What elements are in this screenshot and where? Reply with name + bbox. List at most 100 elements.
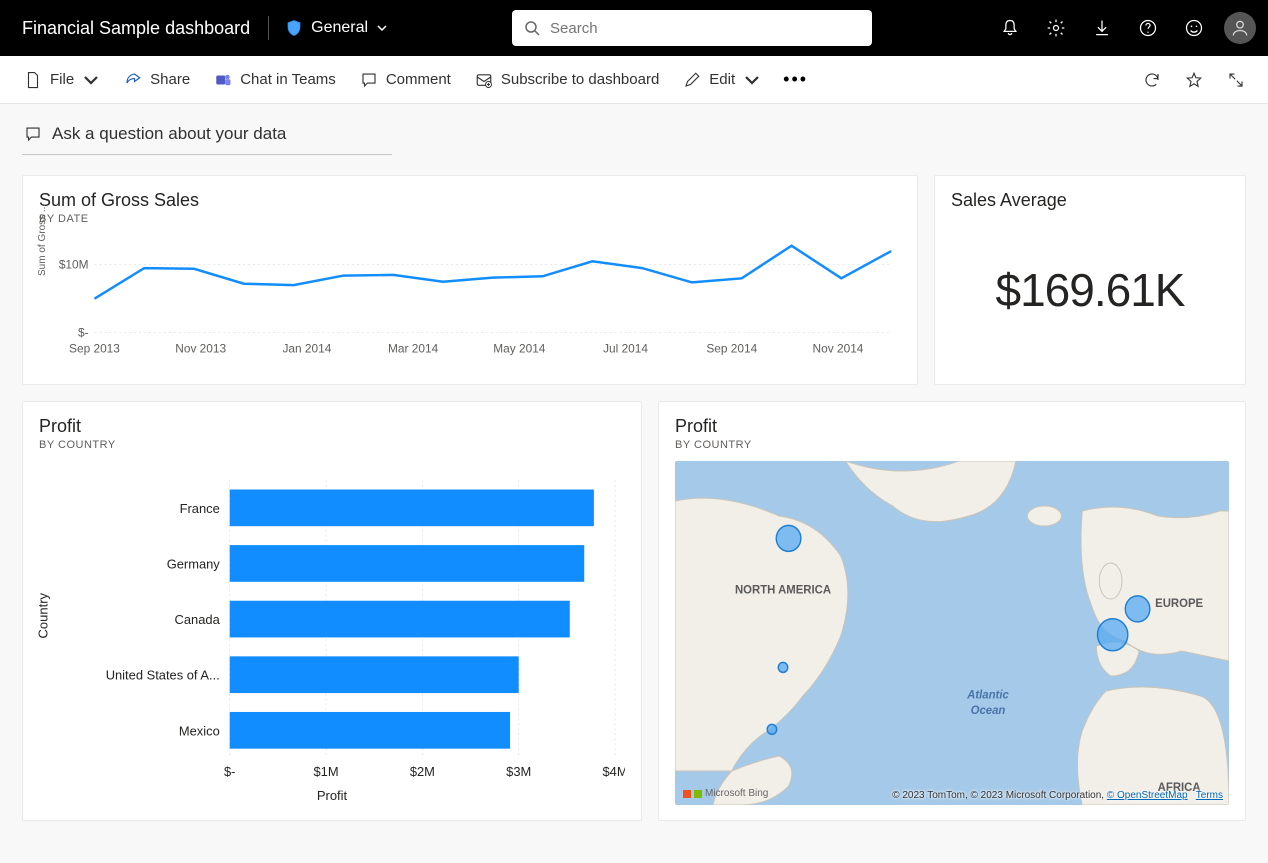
app-header: Financial Sample dashboard General: [0, 0, 1268, 56]
svg-text:$2M: $2M: [410, 764, 435, 779]
x-axis-label: Profit: [317, 788, 347, 803]
svg-text:Jul 2014: Jul 2014: [603, 341, 648, 355]
kpi-value: $169.61K: [951, 263, 1229, 317]
header-divider: [268, 16, 269, 40]
osm-link[interactable]: © OpenStreetMap: [1107, 790, 1188, 801]
file-label: File: [50, 71, 74, 88]
account-button[interactable]: [1224, 12, 1256, 44]
gear-icon: [1046, 18, 1066, 38]
share-button[interactable]: Share: [114, 65, 200, 95]
sensitivity-dropdown[interactable]: General: [277, 18, 396, 38]
file-icon: [24, 71, 42, 89]
qna-input[interactable]: Ask a question about your data: [22, 120, 392, 155]
expand-icon: [1227, 71, 1245, 89]
subscribe-label: Subscribe to dashboard: [501, 71, 659, 88]
notifications-button[interactable]: [988, 6, 1032, 50]
map-svg: NORTH AMERICAEUROPEAFRICAAtlanticOcean: [675, 461, 1229, 805]
svg-text:$10M: $10M: [59, 258, 89, 272]
edit-label: Edit: [709, 71, 735, 88]
y-axis-label: Sum of Gross ...: [37, 204, 48, 276]
tile-subtitle: BY DATE: [39, 213, 901, 225]
help-button[interactable]: [1126, 6, 1170, 50]
tile-gross-sales[interactable]: Sum of Gross Sales BY DATE Sum of Gross …: [22, 175, 918, 385]
dashboard-title: Financial Sample dashboard: [12, 18, 260, 39]
svg-text:Mar 2014: Mar 2014: [388, 341, 439, 355]
chat-teams-button[interactable]: Chat in Teams: [204, 65, 346, 95]
header-actions: [988, 6, 1256, 50]
svg-text:Germany: Germany: [167, 556, 221, 571]
refresh-button[interactable]: [1134, 62, 1170, 98]
more-options-button[interactable]: •••: [775, 69, 816, 90]
settings-button[interactable]: [1034, 6, 1078, 50]
tile-profit-bar[interactable]: Profit BY COUNTRY Country $- $1M $2M $3M $4M…: [22, 401, 642, 821]
terms-link[interactable]: Terms: [1196, 790, 1223, 801]
shield-icon: [285, 18, 303, 38]
search-icon: [524, 20, 540, 36]
tile-sales-average[interactable]: Sales Average $169.61K: [934, 175, 1246, 385]
chat-label: Chat in Teams: [240, 71, 336, 88]
bar-chart-svg: $-$1M$2M$3M$4MFranceGermanyCanadaUnited …: [39, 461, 625, 801]
fullscreen-button[interactable]: [1218, 62, 1254, 98]
tile-profit-map[interactable]: Profit BY COUNTRY NORTH AMERICAEUROPEAFR…: [658, 401, 1246, 821]
tile-title: Sum of Gross Sales: [39, 190, 901, 211]
map-attr-text: © 2023 TomTom, © 2023 Microsoft Corporat…: [892, 790, 1107, 801]
svg-text:$1M: $1M: [313, 764, 338, 779]
bar-chart: Country $-$1M$2M$3M$4MFranceGermanyCanad…: [39, 461, 625, 801]
svg-text:Nov 2014: Nov 2014: [813, 341, 864, 355]
bing-attribution: Microsoft Bing: [683, 788, 768, 799]
dashboard-grid: Sum of Gross Sales BY DATE Sum of Gross …: [0, 163, 1268, 833]
tile-title: Profit: [39, 416, 625, 437]
svg-text:$4M: $4M: [603, 764, 625, 779]
qna-section: Ask a question about your data: [0, 104, 1268, 163]
comment-icon: [360, 71, 378, 89]
comment-icon: [24, 125, 42, 143]
edit-icon: [683, 71, 701, 89]
svg-text:France: France: [180, 501, 220, 516]
search-input[interactable]: [550, 20, 860, 37]
chevron-down-icon: [743, 71, 761, 89]
star-icon: [1185, 71, 1203, 89]
search-box[interactable]: [512, 10, 872, 46]
chevron-down-icon: [376, 22, 388, 34]
svg-text:Ocean: Ocean: [971, 704, 1006, 717]
map-attribution: © 2023 TomTom, © 2023 Microsoft Corporat…: [892, 790, 1223, 801]
svg-text:Nov 2013: Nov 2013: [175, 341, 226, 355]
line-chart: Sum of Gross ... $10M$-Sep 2013Nov 2013J…: [39, 231, 901, 361]
svg-text:$3M: $3M: [506, 764, 531, 779]
search-wrap: [396, 10, 988, 46]
chevron-down-icon: [82, 71, 100, 89]
svg-text:NORTH AMERICA: NORTH AMERICA: [735, 583, 832, 596]
file-menu[interactable]: File: [14, 65, 110, 95]
dashboard-toolbar: File Share Chat in Teams Comment Subscri…: [0, 56, 1268, 104]
subscribe-icon: [475, 71, 493, 89]
edit-menu[interactable]: Edit: [673, 65, 771, 95]
share-label: Share: [150, 71, 190, 88]
svg-text:$-: $-: [224, 764, 235, 779]
svg-text:Atlantic: Atlantic: [966, 688, 1009, 701]
bing-label: Microsoft Bing: [705, 788, 768, 799]
bell-icon: [1000, 18, 1020, 38]
help-icon: [1138, 18, 1158, 38]
line-chart-svg: $10M$-Sep 2013Nov 2013Jan 2014Mar 2014Ma…: [39, 231, 901, 361]
qna-placeholder: Ask a question about your data: [52, 124, 286, 144]
smile-icon: [1184, 18, 1204, 38]
svg-text:Jan 2014: Jan 2014: [282, 341, 331, 355]
tile-title: Profit: [675, 416, 1229, 437]
comment-label: Comment: [386, 71, 451, 88]
download-button[interactable]: [1080, 6, 1124, 50]
more-icon: •••: [783, 69, 808, 89]
favorite-button[interactable]: [1176, 62, 1212, 98]
download-icon: [1092, 18, 1112, 38]
toolbar-right: [1134, 62, 1254, 98]
svg-text:May 2014: May 2014: [493, 341, 546, 355]
comment-button[interactable]: Comment: [350, 65, 461, 95]
y-axis-label: Country: [36, 593, 51, 639]
svg-text:United States of A...: United States of A...: [106, 668, 220, 683]
tile-subtitle: BY COUNTRY: [39, 439, 625, 451]
subscribe-button[interactable]: Subscribe to dashboard: [465, 65, 669, 95]
feedback-button[interactable]: [1172, 6, 1216, 50]
svg-text:$-: $-: [78, 326, 89, 340]
map-visual[interactable]: NORTH AMERICAEUROPEAFRICAAtlanticOcean M…: [675, 461, 1229, 805]
svg-text:EUROPE: EUROPE: [1155, 597, 1203, 610]
teams-icon: [214, 71, 232, 89]
